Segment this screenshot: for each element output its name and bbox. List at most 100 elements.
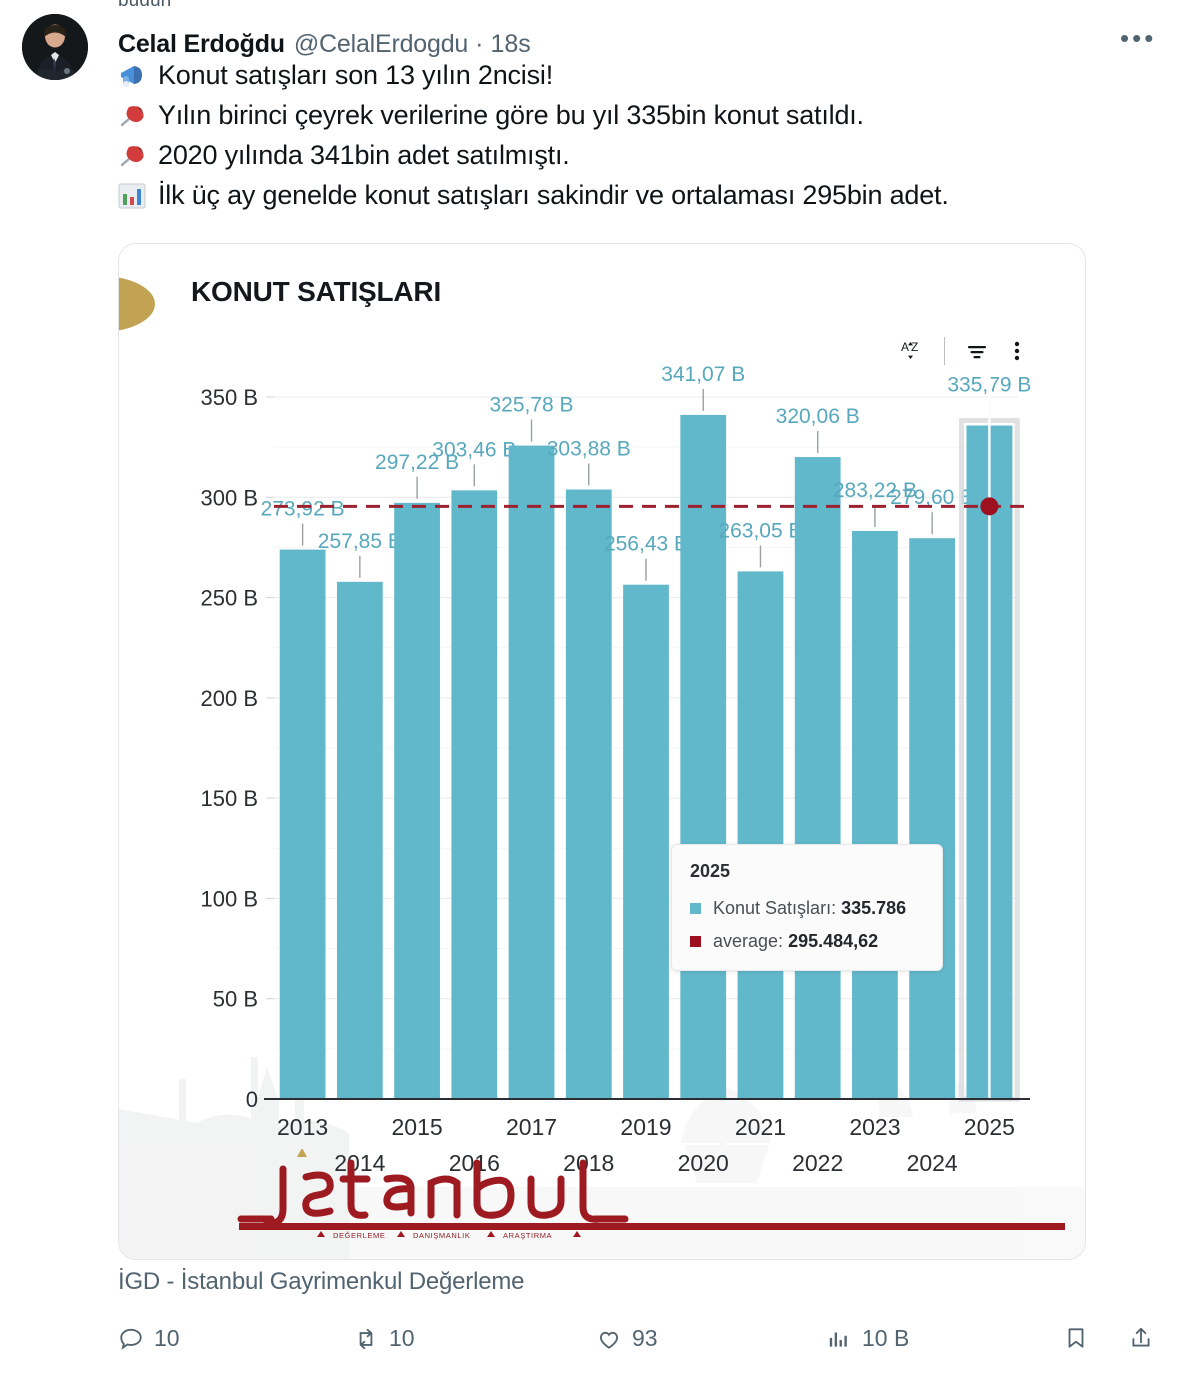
pushpin-icon	[118, 95, 152, 135]
bookmark-button[interactable]	[1063, 1325, 1099, 1351]
bar-data-label: 303,88 B	[547, 438, 631, 461]
bar[interactable]	[737, 571, 784, 1099]
filter-icon[interactable]	[957, 334, 997, 368]
like-button[interactable]: 93	[596, 1325, 658, 1352]
tweet-line: Yılın birinci çeyrek verilerine göre bu …	[118, 95, 1158, 135]
chart-title: KONUT SATIŞLARI	[191, 276, 442, 307]
tooltip-row-label: average:	[713, 931, 784, 951]
tweet-line: Konut satışları son 13 yılın 2ncisi!	[118, 55, 1158, 95]
retweet-button[interactable]: 10	[353, 1325, 415, 1352]
bar[interactable]	[909, 538, 956, 1099]
bar-data-label: 297,22 B	[375, 451, 459, 474]
tweet-line-text: 2020 yılında 341bin adet satılmıştı.	[158, 140, 570, 170]
bar-data-label: 273,92 B	[261, 498, 345, 521]
x-axis-tick: 2025	[964, 1114, 1015, 1140]
logo-tag: DEĞERLEME	[333, 1231, 386, 1240]
series-swatch	[690, 903, 701, 914]
chart-card[interactable]: KONUT SATIŞLARI A Z	[118, 243, 1086, 1260]
like-count: 93	[632, 1325, 658, 1351]
analytics-icon	[829, 1332, 847, 1347]
tooltip-row: Konut Satışları: 335.786	[690, 898, 924, 919]
x-axis-tick: 2017	[506, 1114, 557, 1140]
avatar[interactable]	[22, 14, 88, 80]
share-button[interactable]	[1128, 1325, 1164, 1351]
svg-text:A: A	[901, 340, 909, 354]
bar-data-label: 256,43 B	[604, 533, 688, 556]
bar[interactable]	[680, 414, 727, 1099]
bar-data-label: 283,22 B	[833, 479, 917, 502]
bar[interactable]	[451, 490, 498, 1099]
logo-tag: ARAŞTIRMA	[503, 1231, 552, 1240]
bar-data-label: 279,60 B	[890, 486, 974, 509]
bar-data-label: 341,07 B	[661, 363, 745, 386]
bar[interactable]	[336, 581, 383, 1099]
bar-data-label: 257,85 B	[318, 530, 402, 553]
x-axis-tick: 2024	[907, 1150, 958, 1176]
timestamp[interactable]: 18s	[490, 30, 531, 58]
sort-az-icon[interactable]: A Z	[892, 334, 932, 368]
bookmark-icon	[1068, 1328, 1084, 1348]
istanbul-logo: DEĞERLEME DANIŞMANLIK ARAŞTIRMA	[211, 1148, 1071, 1245]
reply-count: 10	[154, 1325, 180, 1351]
comment-icon	[120, 1328, 142, 1350]
reply-button[interactable]: 10	[118, 1325, 180, 1352]
bar[interactable]	[794, 457, 841, 1099]
x-axis-tick: 2019	[620, 1114, 671, 1140]
x-axis-tick: 2020	[678, 1150, 729, 1176]
tooltip-row-value: 335.786	[841, 898, 907, 918]
separator-dot: ·	[475, 30, 484, 58]
bar[interactable]	[852, 530, 898, 1099]
bar[interactable]	[508, 445, 555, 1100]
chart-toolbar: A Z	[892, 334, 1037, 368]
svg-text:Z: Z	[911, 340, 918, 354]
logo-tag: DANIŞMANLIK	[413, 1231, 470, 1240]
retweet-count: 10	[389, 1325, 415, 1351]
tweet-line: İlk üç ay genelde konut satışları sakind…	[118, 175, 1158, 215]
bar[interactable]	[279, 549, 326, 1099]
x-axis-tick: 2022	[792, 1150, 843, 1176]
tweet-actions: 10 10 93 10 B	[118, 1325, 1158, 1375]
y-axis-tick: 250 B	[201, 586, 259, 611]
tooltip-title: 2025	[690, 861, 731, 881]
x-axis-tick: 2018	[563, 1150, 614, 1176]
media-caption: İGD - İstanbul Gayrimenkul Değerleme	[118, 1268, 525, 1295]
display-name[interactable]: Celal Erdoğdu	[118, 30, 285, 58]
tooltip-row-value: 295.484,62	[788, 931, 879, 951]
pushpin-icon	[118, 135, 152, 175]
bar[interactable]	[394, 502, 440, 1100]
avatar-photo	[22, 14, 88, 80]
toolbar-divider	[944, 337, 945, 365]
y-axis-tick: 0	[246, 1087, 258, 1112]
tweet-line-text: Konut satışları son 13 yılın 2ncisi!	[158, 60, 554, 90]
y-axis-tick: 150 B	[201, 786, 259, 811]
bar[interactable]	[623, 584, 669, 1099]
bar-data-label: 303,46 B	[432, 438, 516, 461]
x-axis-tick: 2014	[334, 1150, 385, 1176]
chart-tooltip: 2025 Konut Satışları: 335.786 average: 2…	[671, 844, 943, 971]
more-options-icon[interactable]: •••	[1120, 23, 1157, 53]
average-swatch	[690, 936, 701, 947]
x-axis-tick: 2021	[735, 1114, 786, 1140]
y-axis-tick: 100 B	[201, 886, 259, 911]
more-vertical-icon[interactable]	[997, 334, 1037, 368]
bar[interactable]	[565, 489, 612, 1099]
y-axis-tick: 50 B	[213, 987, 258, 1012]
istanbul-wordmark: DEĞERLEME DANIŞMANLIK ARAŞTIRMA	[237, 1148, 1065, 1240]
heart-icon	[599, 1331, 619, 1349]
tweet-header: Celal Erdoğdu @CelalErdogdu · 18s •••	[22, 14, 1172, 80]
clipped-top-text: bugün	[118, 0, 171, 6]
tweet-author-row: Celal Erdoğdu @CelalErdogdu · 18s	[118, 30, 531, 59]
bar-chart-plot[interactable]: 0 50 B 100 B 150 B 200 B 250 B 300 B 350 B 273,9…	[119, 244, 1086, 1260]
tooltip-row-label: Konut Satışları:	[713, 898, 837, 918]
tweet-line-text: Yılın birinci çeyrek verilerine göre bu …	[158, 100, 864, 130]
handle[interactable]: @CelalErdogdu	[293, 30, 469, 58]
retweet-icon	[359, 1328, 373, 1349]
views-button[interactable]: 10 B	[826, 1325, 909, 1352]
tweet-line: 2020 yılında 341bin adet satılmıştı.	[118, 135, 1158, 175]
y-axis-tick: 350 B	[201, 385, 259, 410]
bar-data-label: 263,05 B	[718, 519, 802, 542]
x-axis-tick: 2023	[849, 1114, 900, 1140]
bar-data-label: 325,78 B	[489, 394, 573, 417]
bar-chart-icon	[118, 175, 152, 215]
tweet-text: Konut satışları son 13 yılın 2ncisi! Yıl…	[118, 55, 1158, 215]
